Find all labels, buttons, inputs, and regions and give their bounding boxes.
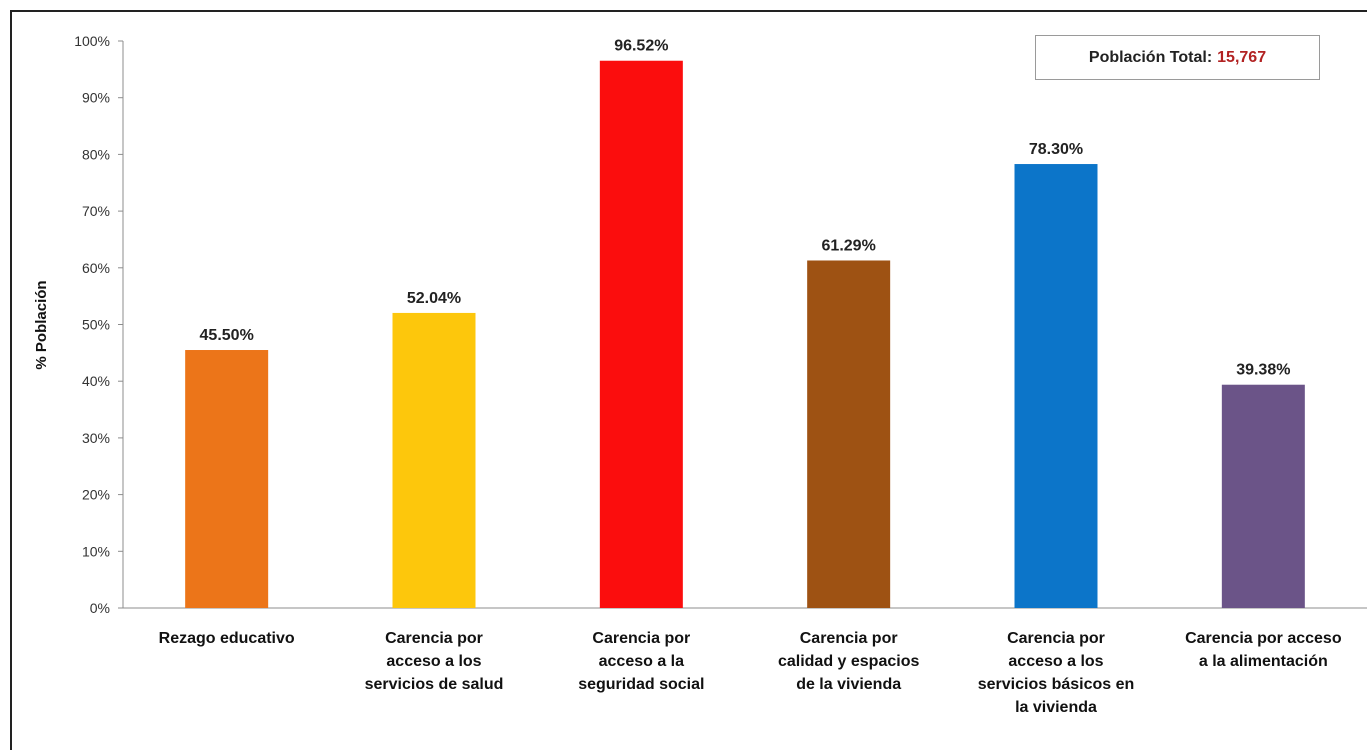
x-category-label-line: Carencia por xyxy=(592,630,690,647)
x-category-label: Carencia por acceso a la seguridad social xyxy=(578,630,704,693)
x-category-label: Carencia por calidad y espacios de la vivi… xyxy=(778,630,920,693)
data-labels: 45.50% 52.04% 96.52% 61.29% 78.30% 39.38% xyxy=(200,38,1291,379)
y-tick-label: 40% xyxy=(82,373,110,389)
y-tick-label: 30% xyxy=(82,430,110,446)
data-label: 45.50% xyxy=(200,327,254,344)
bars xyxy=(185,60,1305,608)
data-label: 96.52% xyxy=(614,38,668,55)
x-category-label-line: Carencia por xyxy=(800,630,898,647)
data-label: 39.38% xyxy=(1236,362,1290,379)
total-population-box: Población Total: 15,767 xyxy=(1035,35,1320,80)
x-category-label-line: de la vivienda xyxy=(796,676,901,693)
total-population-value: 15,767 xyxy=(1217,48,1267,66)
x-category-label: Carencia por acceso a los servicios básico… xyxy=(978,630,1135,716)
x-category-label-line: acceso a la xyxy=(599,653,685,670)
x-category-label-line: acceso a los xyxy=(1008,653,1103,670)
bar xyxy=(1221,384,1305,608)
y-tick-label: 70% xyxy=(82,203,110,219)
x-category-label-line: servicios básicos en xyxy=(978,676,1135,693)
x-category-label: Carencia por acceso a la alimentación xyxy=(1185,630,1342,670)
x-category-label-line: la vivienda xyxy=(1015,699,1097,716)
category-labels: Rezago educativo Carencia por acceso a los… xyxy=(159,630,1342,716)
y-tick-label: 50% xyxy=(82,317,110,333)
x-category-label-line: acceso a los xyxy=(386,653,481,670)
bar xyxy=(392,312,476,608)
y-tick-label: 0% xyxy=(90,600,110,616)
y-tick-label: 80% xyxy=(82,146,110,162)
y-tick-label: 100% xyxy=(74,33,110,49)
bar xyxy=(599,60,683,608)
data-label: 78.30% xyxy=(1029,141,1083,158)
x-category-label-line: seguridad social xyxy=(578,676,704,693)
chart-frame xyxy=(10,10,1367,750)
y-axis-label: % Población xyxy=(33,280,50,369)
bar xyxy=(1014,164,1098,608)
x-category-label-line: Carencia por xyxy=(1007,630,1105,647)
x-category-label-line: calidad y espacios xyxy=(778,653,920,670)
y-tick-label: 20% xyxy=(82,487,110,503)
x-category-label-line: servicios de salud xyxy=(365,676,504,693)
total-population-label: Población Total: xyxy=(1088,48,1213,66)
y-tick-label: 10% xyxy=(82,543,110,559)
data-label: 61.29% xyxy=(822,237,876,254)
y-tick-label: 90% xyxy=(82,90,110,106)
x-category-label: Carencia por acceso a los servicios de sal… xyxy=(365,630,504,693)
bar xyxy=(807,260,891,608)
axes: 0% 10% 20% 30% 40% 50% 60% 70% 80% 90% 100% xyxy=(74,33,1367,616)
x-category-label-line: a la alimentación xyxy=(1199,653,1328,670)
x-category-label-line: Carencia por xyxy=(385,630,483,647)
x-category-label-line: Carencia por acceso xyxy=(1185,630,1342,647)
data-label: 52.04% xyxy=(407,290,461,307)
x-category-label: Rezago educativo xyxy=(159,630,295,647)
x-category-label-line: Rezago educativo xyxy=(159,630,295,647)
y-tick-label: 60% xyxy=(82,260,110,276)
bar xyxy=(185,350,269,608)
